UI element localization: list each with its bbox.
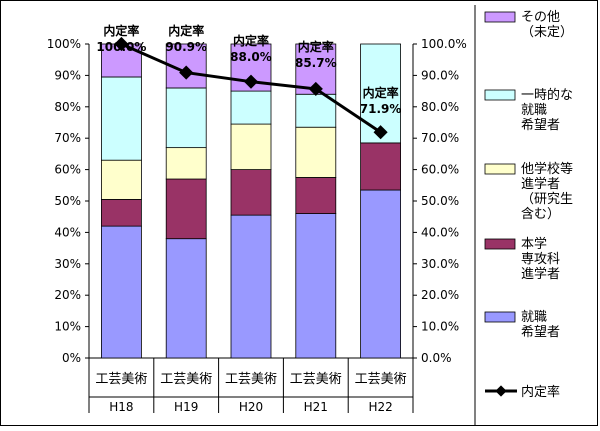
legend-label-line: 含む） <box>521 206 560 222</box>
legend-swatch-3 <box>484 163 516 175</box>
y-right-tick-label: 50.0% <box>421 194 459 208</box>
line-label-title: 内定率 <box>168 23 204 38</box>
legend-label-line: 希望者 <box>521 117 560 133</box>
y-right-tick-label: 90.0% <box>421 68 459 82</box>
x-category-label: 工芸美術 <box>160 371 212 387</box>
line-value-label: 100.0% <box>96 40 146 54</box>
bar-segment-1 <box>360 189 402 359</box>
y-left-tick-label: 70% <box>54 131 81 145</box>
legend-label-line: その他 <box>521 10 560 25</box>
y-left-tick-label: 80% <box>54 100 81 114</box>
x-category-label: 工芸美術 <box>225 371 277 387</box>
x-category-label: 工芸美術 <box>95 371 147 387</box>
y-left-tick-label: 20% <box>54 288 81 302</box>
bar-segment-3 <box>165 147 207 180</box>
y-right-tick-label: 70.0% <box>421 131 459 145</box>
y-right-tick-label: 30.0% <box>421 257 459 271</box>
y-right-tick-label: 80.0% <box>421 100 459 114</box>
x-group-label: H21 <box>304 400 328 414</box>
legend-label-line: 一時的な <box>521 87 573 103</box>
legend-label-line: 専攻科 <box>521 252 560 267</box>
y-left-tick-label: 50% <box>54 194 81 208</box>
y-left-tick-label: 10% <box>54 320 81 334</box>
bar-segment-1 <box>230 214 272 359</box>
legend-label-line: 本学 <box>521 236 547 252</box>
line-marker <box>308 81 323 96</box>
legend-swatch-1 <box>484 311 516 323</box>
bar-segment-3 <box>295 126 337 178</box>
bar-segment-3 <box>101 159 142 200</box>
legend-swatch-4 <box>484 89 516 101</box>
legend-label-line: （未定） <box>521 25 573 40</box>
line-value-label: 71.9% <box>360 102 402 116</box>
legend-label-line: 就職 <box>521 310 547 325</box>
bar-segment-2 <box>295 177 337 214</box>
bar-segment-4 <box>230 90 272 125</box>
bar-segment-4 <box>101 76 142 161</box>
legend-line-label: 内定率 <box>521 384 560 400</box>
legend-line-marker <box>495 385 507 397</box>
bar-segment-1 <box>101 225 142 359</box>
bar-segment-1 <box>165 238 207 359</box>
line-label-title: 内定率 <box>103 23 139 38</box>
x-group-label: H19 <box>174 400 198 414</box>
legend-label-line: 他学校等 <box>521 161 573 177</box>
x-category-label: 工芸美術 <box>290 371 342 387</box>
legend-label-line: 進学者 <box>521 266 560 282</box>
y-right-tick-label: 0.0% <box>421 351 452 365</box>
y-right-tick-label: 40.0% <box>421 225 459 239</box>
y-left-tick-label: 100% <box>47 37 81 51</box>
legend-label-line: 進学者 <box>521 176 560 192</box>
y-right-tick-label: 20.0% <box>421 288 459 302</box>
bar-segment-1 <box>295 213 337 359</box>
x-group-label: H22 <box>368 400 392 414</box>
bar-segment-4 <box>295 93 337 128</box>
x-group-label: H18 <box>109 400 133 414</box>
legend-swatch-2 <box>484 238 516 250</box>
line-label-title: 内定率 <box>233 33 269 48</box>
line-label-title: 内定率 <box>363 85 399 100</box>
y-left-tick-label: 60% <box>54 163 81 177</box>
y-left-tick-label: 0% <box>62 351 81 365</box>
legend-label-line: （研究生 <box>521 192 573 207</box>
y-right-tick-label: 100.0% <box>421 37 467 51</box>
y-left-tick-label: 30% <box>54 257 81 271</box>
legend-swatch-5 <box>484 11 516 23</box>
bar-segment-2 <box>165 178 207 240</box>
legend-label-line: 希望者 <box>521 324 560 340</box>
x-group-label: H20 <box>239 400 263 414</box>
bar-segment-2 <box>230 169 272 216</box>
y-left-tick-label: 40% <box>54 225 81 239</box>
line-value-label: 90.9% <box>165 40 207 54</box>
bar-segment-2 <box>101 199 142 227</box>
legend-label-line: 就職 <box>521 103 547 118</box>
line-marker <box>373 125 388 140</box>
y-right-tick-label: 10.0% <box>421 320 459 334</box>
y-left-tick-label: 90% <box>54 68 81 82</box>
y-right-tick-label: 60.0% <box>421 163 459 177</box>
bar-segment-4 <box>165 87 207 149</box>
x-category-label: 工芸美術 <box>355 371 407 387</box>
bar-segment-3 <box>230 123 272 170</box>
line-value-label: 85.7% <box>295 56 337 70</box>
line-label-title: 内定率 <box>298 39 334 54</box>
bar-segment-2 <box>360 142 402 191</box>
line-value-label: 88.0% <box>230 50 272 64</box>
